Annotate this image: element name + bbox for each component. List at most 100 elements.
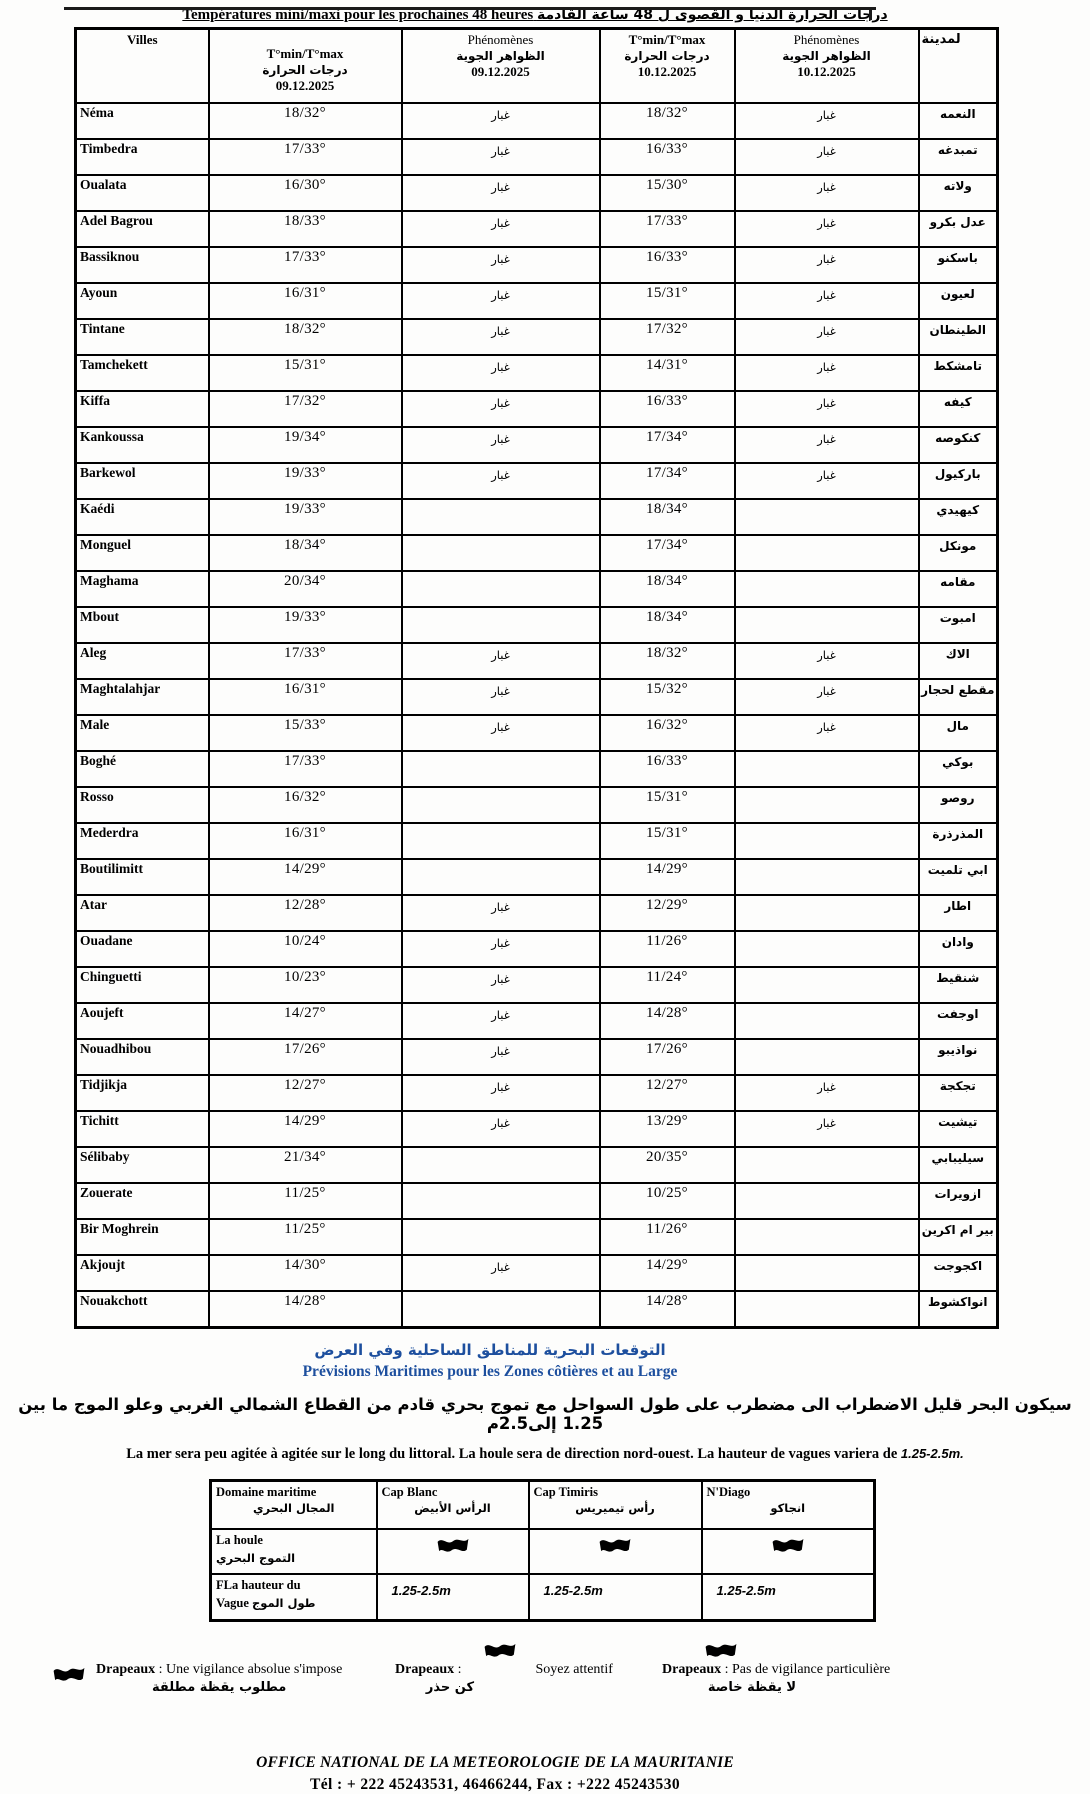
table-row: Mbout 19/33° 18/34° امبوت [74, 606, 999, 644]
phenomene-0912: غبار [400, 1110, 601, 1148]
phenomene-1012: غبار [733, 318, 920, 356]
phenomene-1012 [733, 786, 920, 824]
phenomene-1012 [733, 1038, 920, 1076]
phenomene-1012 [733, 1002, 920, 1040]
table-row: Tamchekett 15/31° غبار 14/31° غبار تامشكط [74, 354, 999, 392]
phenomene-1012: غبار [733, 678, 920, 716]
city-name-ar: بوكي [917, 750, 999, 788]
city-name-fr: Boghé [74, 750, 210, 788]
temp-0912: 14/29° [207, 1110, 403, 1148]
phenomene-0912: غبار [400, 1002, 601, 1040]
phenomene-1012 [733, 1218, 920, 1256]
phenomene-0912 [400, 1218, 601, 1256]
city-name-ar: باسكنو [917, 246, 999, 284]
city-name-fr: Maghtalahjar [74, 678, 210, 716]
city-name-fr: Timbedra [74, 138, 210, 176]
phenomene-0912: غبار [400, 642, 601, 680]
city-name-fr: Kiffa [74, 390, 210, 428]
temp-0912: 14/30° [207, 1254, 403, 1292]
col-header-temp-1012: T°min/T°max درجات الحرارة 10.12.2025 [598, 27, 736, 104]
temp-0912: 14/29° [207, 858, 403, 896]
col-header-villes: Villes [74, 27, 210, 104]
temp-0912: 11/25° [207, 1182, 403, 1220]
temp-0912: 18/34° [207, 534, 403, 572]
temperatures-table: Villes T°min/T°max درجات الحرارة 09.12.2… [74, 27, 999, 1329]
phenomene-1012: غبار [733, 282, 920, 320]
city-name-fr: Tichitt [74, 1110, 210, 1148]
houle-cap-blanc [375, 1528, 530, 1575]
table-row: Kankoussa 19/34° غبار 17/34° غبار كنكوصه [74, 426, 999, 464]
temp-0912: 17/26° [207, 1038, 403, 1076]
maritime-title-arabic: التوقعات البحرية للمناطق الساحلية وفي ال… [314, 1341, 666, 1359]
phenomene-1012: غبار [733, 426, 920, 464]
table-row: Barkewol 19/33° غبار 17/34° غبار باركيول [74, 462, 999, 500]
temp-1012: 15/32° [598, 678, 736, 716]
city-name-fr: Male [74, 714, 210, 752]
maritime-header-row: Domaine maritime المجال البحري Cap Blanc… [209, 1479, 876, 1530]
temp-0912: 14/27° [207, 1002, 403, 1040]
table-row: Maghtalahjar 16/31° غبار 15/32° غبار مقطع لحج… [74, 678, 999, 716]
temp-1012: 15/31° [598, 822, 736, 860]
phenomene-1012: غبار [733, 642, 920, 680]
hauteur-ndiago: 1.25-2.5m [700, 1573, 876, 1622]
table-row: Monguel 18/34° 17/34° مونكل [74, 534, 999, 572]
temp-0912: 16/31° [207, 678, 403, 716]
phenomene-1012 [733, 858, 920, 896]
temp-1012: 14/29° [598, 1254, 736, 1292]
title-french: Températures mini/maxi pour les prochain… [182, 7, 534, 23]
phenomene-0912: غبار [400, 678, 601, 716]
flags-legend: Drapeaux : Une vigilance absolue s'impos… [0, 1656, 1090, 1728]
temp-1012: 17/34° [598, 426, 736, 464]
yellow-flag-icon [483, 1640, 517, 1660]
phenomene-1012 [733, 1182, 920, 1220]
phenomene-1012 [733, 894, 920, 932]
city-name-ar: المذرذرة [917, 822, 999, 860]
temp-0912: 17/33° [207, 246, 403, 284]
phenomene-1012: غبار [733, 354, 920, 392]
city-name-ar: روصو [917, 786, 999, 824]
city-name-ar: ازويرات [917, 1182, 999, 1220]
temp-1012: 17/26° [598, 1038, 736, 1076]
city-name-ar: تجكجة [917, 1074, 999, 1112]
city-name-ar: مقامه [917, 570, 999, 608]
phenomene-0912: غبار [400, 210, 601, 248]
temp-1012: 17/33° [598, 210, 736, 248]
temp-1012: 16/33° [598, 138, 736, 176]
phenomene-1012: غبار [733, 102, 920, 140]
city-name-fr: Nouakchott [74, 1290, 210, 1329]
temp-0912: 20/34° [207, 570, 403, 608]
city-name-ar: الاك [917, 642, 999, 680]
yellow-flag-icon [598, 1535, 632, 1555]
table-row: Tintane 18/32° غبار 17/32° غبار الطينطان [74, 318, 999, 356]
hauteur-row: FLa hauteur du Vague طول الموج 1.25-2.5m… [209, 1573, 876, 1622]
temp-0912: 19/33° [207, 606, 403, 644]
city-name-ar: بير ام اكرين [917, 1218, 999, 1256]
city-name-ar: كنكوصه [917, 426, 999, 464]
phenomene-0912: غبار [400, 318, 601, 356]
temp-0912: 16/32° [207, 786, 403, 824]
temp-1012: 14/28° [598, 1290, 736, 1329]
city-name-ar: تمبدغه [917, 138, 999, 176]
phenomene-0912: غبار [400, 354, 601, 392]
temp-1012: 15/31° [598, 786, 736, 824]
temp-1012: 13/29° [598, 1110, 736, 1148]
phenomene-0912 [400, 498, 601, 536]
city-name-ar: ابي تلميت [917, 858, 999, 896]
maritime-col-ndiago: N'Diago انجاكو [700, 1479, 876, 1530]
temp-0912: 12/28° [207, 894, 403, 932]
phenomene-1012 [733, 930, 920, 968]
temp-0912: 16/31° [207, 282, 403, 320]
table-row: Ayoun 16/31° غبار 15/31° غبار لعيون [74, 282, 999, 320]
temp-1012: 18/32° [598, 642, 736, 680]
title-arabic: درجات الحرارة الدنيا و القصوى ل 48 ساعة … [536, 7, 888, 23]
phenomene-0912: غبار [400, 102, 601, 140]
maritime-table: Domaine maritime المجال البحري Cap Blanc… [209, 1479, 876, 1622]
city-name-ar: تامشكط [917, 354, 999, 392]
maritime-title-french: Prévisions Maritimes pour les Zones côti… [302, 1363, 678, 1380]
col-header-phenomenes-0912: Phénomènes الظواهر الجوية 09.12.2025 [400, 27, 601, 104]
city-name-fr: Oualata [74, 174, 210, 212]
city-name-fr: Chinguetti [74, 966, 210, 1004]
table-row: Boghé 17/33° 16/33° بوكي [74, 750, 999, 788]
temp-1012: 16/33° [598, 246, 736, 284]
houle-label: La houle التموج البحري [209, 1528, 378, 1575]
